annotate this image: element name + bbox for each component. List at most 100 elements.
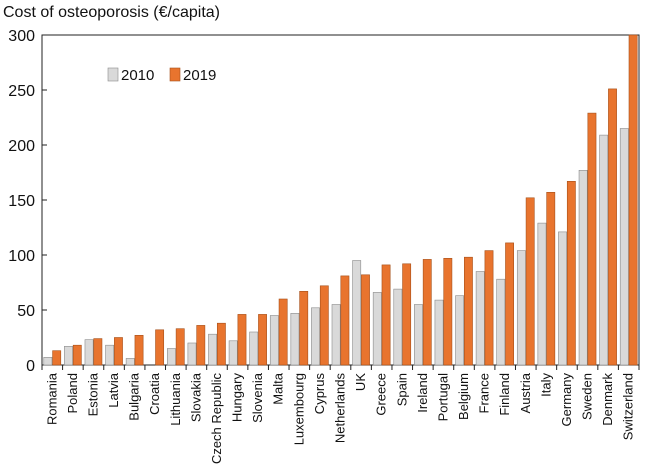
bar-2010-slovakia (187, 342, 197, 366)
x-tick-label: Luxembourg (291, 373, 306, 445)
x-tick-label: Hungary (230, 373, 245, 423)
bar-2010-estonia (84, 339, 94, 366)
bar-2019-spain (402, 263, 412, 366)
bar-2010-poland (64, 345, 73, 366)
legend: 2010 2019 (107, 67, 216, 84)
bar-2019-slovenia (258, 314, 267, 366)
bar-2019-germany (566, 181, 576, 366)
x-tick-label: Slovenia (250, 372, 265, 423)
y-tick-label: 50 (17, 303, 35, 320)
x-tick-label: Estonia (85, 372, 100, 416)
bars (43, 34, 638, 366)
bar-2010-spain (393, 288, 403, 366)
y-tick-label: 300 (8, 28, 35, 45)
x-tick-label: Netherlands (333, 373, 348, 444)
x-tick-label: Italy (538, 373, 553, 397)
y-tick-label: 150 (8, 193, 35, 210)
x-tick-label: Czech Republic (209, 373, 224, 465)
bar-2019-malta (278, 298, 288, 366)
bar-2010-bulgaria (125, 358, 135, 366)
legend-swatch-2010 (107, 67, 119, 82)
bar-2019-czech-republic (216, 322, 226, 366)
bar-2019-lithuania (175, 328, 185, 366)
bar-2019-denmark (608, 88, 617, 366)
bar-2019-hungary (237, 314, 247, 366)
bar-2010-switzerland (619, 128, 629, 366)
bar-2010-germany (558, 231, 567, 366)
legend-label-2010: 2010 (121, 67, 154, 84)
bar-2010-belgium (455, 295, 465, 366)
x-tick-label: Denmark (600, 373, 615, 426)
y-tick-label: 0 (26, 358, 35, 375)
bar-2019-portugal (443, 257, 453, 366)
bar-2019-uk (361, 274, 370, 366)
x-tick-label: Lithuania (168, 372, 183, 426)
bar-2010-portugal (434, 299, 444, 366)
bar-2019-cyprus (319, 285, 329, 366)
bar-2019-belgium (464, 256, 473, 366)
bar-2019-austria (525, 197, 535, 366)
bar-2010-denmark (599, 134, 609, 366)
bar-2010-latvia (105, 344, 115, 366)
bar-2019-luxembourg (299, 290, 309, 366)
bar-2019-switzerland (628, 34, 638, 366)
bar-2019-poland (72, 344, 82, 366)
bar-2010-sweden (578, 170, 588, 366)
bar-2010-uk (352, 260, 362, 366)
x-tick-label: Cyprus (312, 373, 327, 415)
x-tick-label: Belgium (456, 373, 471, 420)
bar-2010-italy (537, 222, 547, 366)
legend-label-2019: 2019 (183, 67, 216, 84)
bar-2019-bulgaria (134, 334, 144, 366)
bar-2010-austria (516, 250, 526, 366)
x-tick-label: Croatia (147, 372, 162, 415)
x-tick-label: Romania (44, 372, 59, 425)
bar-2010-netherlands (331, 304, 341, 366)
chart-title: Cost of osteoporosis (€/capita) (3, 4, 220, 21)
x-tick-label: UK (353, 373, 368, 391)
bar-2019-greece (381, 264, 391, 366)
bar-2010-france (475, 271, 485, 366)
bar-2019-estonia (93, 338, 103, 366)
bar-2010-cyprus (311, 307, 320, 366)
bar-2010-finland (496, 278, 506, 366)
x-tick-label: Finland (497, 373, 512, 416)
bar-2010-ireland (414, 304, 423, 366)
bar-2010-lithuania (167, 348, 176, 366)
x-tick-label: France (477, 373, 492, 413)
bar-2019-finland (505, 242, 514, 366)
bar-2019-france (484, 250, 494, 366)
bar-2010-hungary (228, 340, 238, 366)
x-tick-label: Greece (374, 373, 389, 416)
bar-2019-sweden (587, 112, 597, 366)
bar-2010-slovenia (249, 331, 259, 366)
x-tick-label: Germany (559, 373, 574, 427)
y-tick-label: 100 (8, 248, 35, 265)
bar-2019-romania (52, 350, 62, 366)
x-axis: Romania Poland Estonia Latvia Bulgaria Croati… (41, 365, 640, 465)
bar-2019-ireland (422, 259, 432, 366)
bar-2010-luxembourg (290, 312, 300, 366)
bar-2010-greece (372, 292, 382, 366)
x-tick-label: Switzerland (621, 373, 636, 440)
x-tick-label: Sweden (580, 373, 595, 420)
bar-2019-italy (546, 192, 556, 366)
bar-2019-latvia (114, 337, 123, 366)
bar-2010-malta (269, 315, 279, 366)
bar-2019-netherlands (340, 275, 350, 366)
y-tick-label: 200 (8, 138, 35, 155)
x-tick-label: Latvia (106, 372, 121, 407)
x-tick-label: Slovakia (188, 372, 203, 422)
bar-2019-croatia (155, 329, 165, 366)
bar-2010-romania (43, 356, 53, 366)
x-tick-label: Poland (65, 373, 80, 413)
x-tick-label: Spain (394, 373, 409, 406)
x-tick-label: Malta (271, 372, 286, 405)
bar-2019-slovakia (196, 325, 206, 366)
x-tick-label: Portugal (435, 373, 450, 422)
x-tick-label: Ireland (415, 373, 430, 413)
y-tick-label: 250 (8, 83, 35, 100)
y-axis: 0 50 100 150 200 250 300 (8, 28, 47, 375)
x-tick-label: Bulgaria (127, 372, 142, 420)
